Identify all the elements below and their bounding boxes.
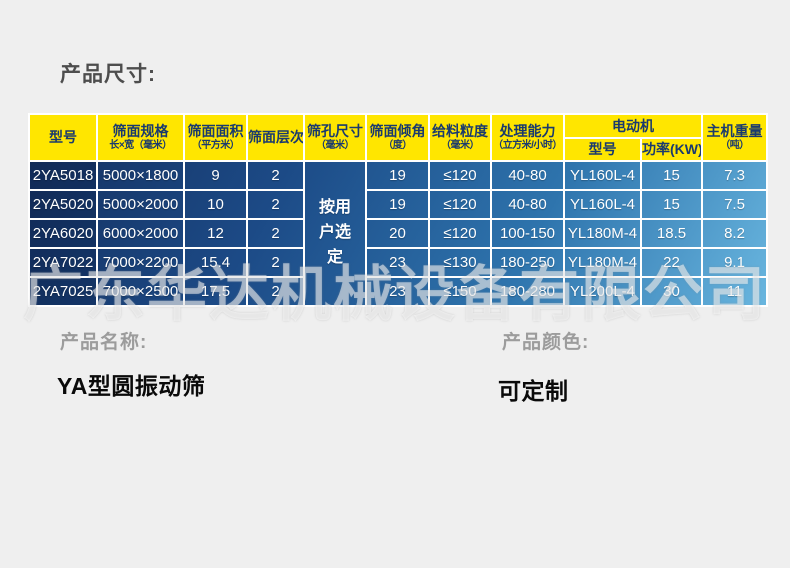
cell-weight: 9.1 — [701, 247, 768, 278]
header-weight: 主机重量 （吨） — [701, 113, 768, 162]
cell-area: 17.5 — [183, 276, 248, 307]
cell-layers: 2 — [246, 160, 305, 191]
cell-angle: 19 — [365, 160, 430, 191]
product-name-label: 产品名称: — [60, 332, 148, 353]
header-motor-model: 型号 — [563, 137, 642, 162]
cell-motor: YL160L-4 — [563, 160, 642, 191]
header-screen-size-unit: 长×宽（毫米） — [109, 140, 172, 152]
cell-area: 12 — [183, 218, 248, 249]
cell-size: 7000×2500 — [96, 276, 185, 307]
table-row: 2YA5018 5000×1800 9 2 按用户选定 19 ≤120 40-8… — [28, 160, 768, 307]
header-screen-size: 筛面规格 长×宽（毫米） — [96, 113, 185, 162]
header-motor-group: 电动机 — [563, 113, 703, 139]
cell-size: 6000×2000 — [96, 218, 185, 249]
cell-size: 7000×2200 — [96, 247, 185, 278]
header-incline-title: 筛面倾角 — [369, 123, 426, 140]
cell-capacity: 40-80 — [490, 160, 565, 191]
cell-motor: YL160L-4 — [563, 189, 642, 220]
cell-power: 22 — [640, 247, 703, 278]
header-feed-size: 给料粒度 （毫米） — [428, 113, 492, 162]
section-title: 产品尺寸: — [60, 63, 156, 86]
cell-model: 2YA5018 — [28, 160, 98, 191]
cell-size: 5000×2000 — [96, 189, 185, 220]
header-screen-area-title: 筛面面积 — [187, 123, 244, 140]
cell-layers: 2 — [246, 247, 305, 278]
cell-capacity: 100-150 — [490, 218, 565, 249]
header-weight-title: 主机重量 — [706, 123, 763, 140]
cell-model: 2YA7025 — [28, 276, 98, 307]
cell-weight: 8.2 — [701, 218, 768, 249]
cell-weight: 11 — [701, 276, 768, 307]
cell-power: 30 — [640, 276, 703, 307]
cell-layers: 2 — [246, 276, 305, 307]
header-motor-power: 功率(KW) — [640, 137, 703, 162]
table-row: 2YA6020 6000×2000 12 2 20 ≤120 100-150 Y… — [28, 218, 768, 249]
header-layers: 筛面层次 — [246, 113, 305, 162]
mesh-note-text: 按用户选定 — [318, 199, 351, 266]
header-incline-unit: （度） — [383, 140, 412, 152]
header-model-title: 型号 — [49, 129, 77, 146]
product-color-label: 产品颜色: — [502, 332, 590, 353]
table-row: 2YA7025 7000×2500 17.5 2 23 ≤150 180-280… — [28, 276, 768, 307]
cell-angle: 23 — [365, 276, 430, 307]
spec-table-wrapper: 型号 筛面规格 长×宽（毫米） 筛面面积 （平方米） 筛面层次 筛孔尺寸 （毫米） 筛… — [28, 113, 768, 307]
cell-feed: ≤120 — [428, 160, 492, 191]
cell-mesh-note: 按用户选定 — [303, 160, 367, 307]
header-mesh-size-unit: （毫米） — [316, 140, 355, 152]
header-feed-size-unit: （毫米） — [441, 140, 480, 152]
cell-layers: 2 — [246, 189, 305, 220]
cell-angle: 19 — [365, 189, 430, 220]
cell-area: 10 — [183, 189, 248, 220]
cell-power: 15 — [640, 189, 703, 220]
header-capacity-title: 处理能力 — [499, 123, 556, 140]
cell-model: 2YA7022 — [28, 247, 98, 278]
cell-motor: YL180M-4 — [563, 218, 642, 249]
cell-area: 9 — [183, 160, 248, 191]
header-screen-area: 筛面面积 （平方米） — [183, 113, 248, 162]
header-screen-size-title: 筛面规格 — [112, 123, 169, 140]
cell-angle: 23 — [365, 247, 430, 278]
header-screen-area-unit: （平方米） — [191, 140, 240, 152]
header-feed-size-title: 给料粒度 — [432, 123, 488, 140]
cell-angle: 20 — [365, 218, 430, 249]
cell-weight: 7.5 — [701, 189, 768, 220]
header-layers-title: 筛面层次 — [248, 129, 304, 146]
cell-feed: ≤150 — [428, 276, 492, 307]
cell-area: 15.4 — [183, 247, 248, 278]
product-color-value: 可定制 — [498, 378, 569, 404]
cell-model: 2YA5020 — [28, 189, 98, 220]
cell-model: 2YA6020 — [28, 218, 98, 249]
header-weight-unit: （吨） — [720, 140, 749, 152]
cell-layers: 2 — [246, 218, 305, 249]
cell-power: 15 — [640, 160, 703, 191]
cell-capacity: 180-280 — [490, 276, 565, 307]
header-model: 型号 — [28, 113, 98, 162]
table-row: 2YA7022 7000×2200 15.4 2 23 ≤130 180-250… — [28, 247, 768, 278]
spec-table: 型号 筛面规格 长×宽（毫米） 筛面面积 （平方米） 筛面层次 筛孔尺寸 （毫米） 筛… — [28, 113, 768, 307]
cell-motor: YL180M-4 — [563, 247, 642, 278]
cell-weight: 7.3 — [701, 160, 768, 191]
cell-capacity: 180-250 — [490, 247, 565, 278]
header-mesh-size-title: 筛孔尺寸 — [307, 123, 363, 140]
header-incline: 筛面倾角 （度） — [365, 113, 430, 162]
product-name-value: YA型圆振动筛 — [57, 373, 206, 399]
cell-power: 18.5 — [640, 218, 703, 249]
cell-motor: YL200L-4 — [563, 276, 642, 307]
table-row: 2YA5020 5000×2000 10 2 19 ≤120 40-80 YL1… — [28, 189, 768, 220]
cell-feed: ≤130 — [428, 247, 492, 278]
cell-feed: ≤120 — [428, 189, 492, 220]
cell-capacity: 40-80 — [490, 189, 565, 220]
header-capacity: 处理能力 （立方米/小时） — [490, 113, 565, 162]
cell-size: 5000×1800 — [96, 160, 185, 191]
header-mesh-size: 筛孔尺寸 （毫米） — [303, 113, 367, 162]
header-capacity-unit: （立方米/小时） — [493, 140, 562, 152]
cell-feed: ≤120 — [428, 218, 492, 249]
